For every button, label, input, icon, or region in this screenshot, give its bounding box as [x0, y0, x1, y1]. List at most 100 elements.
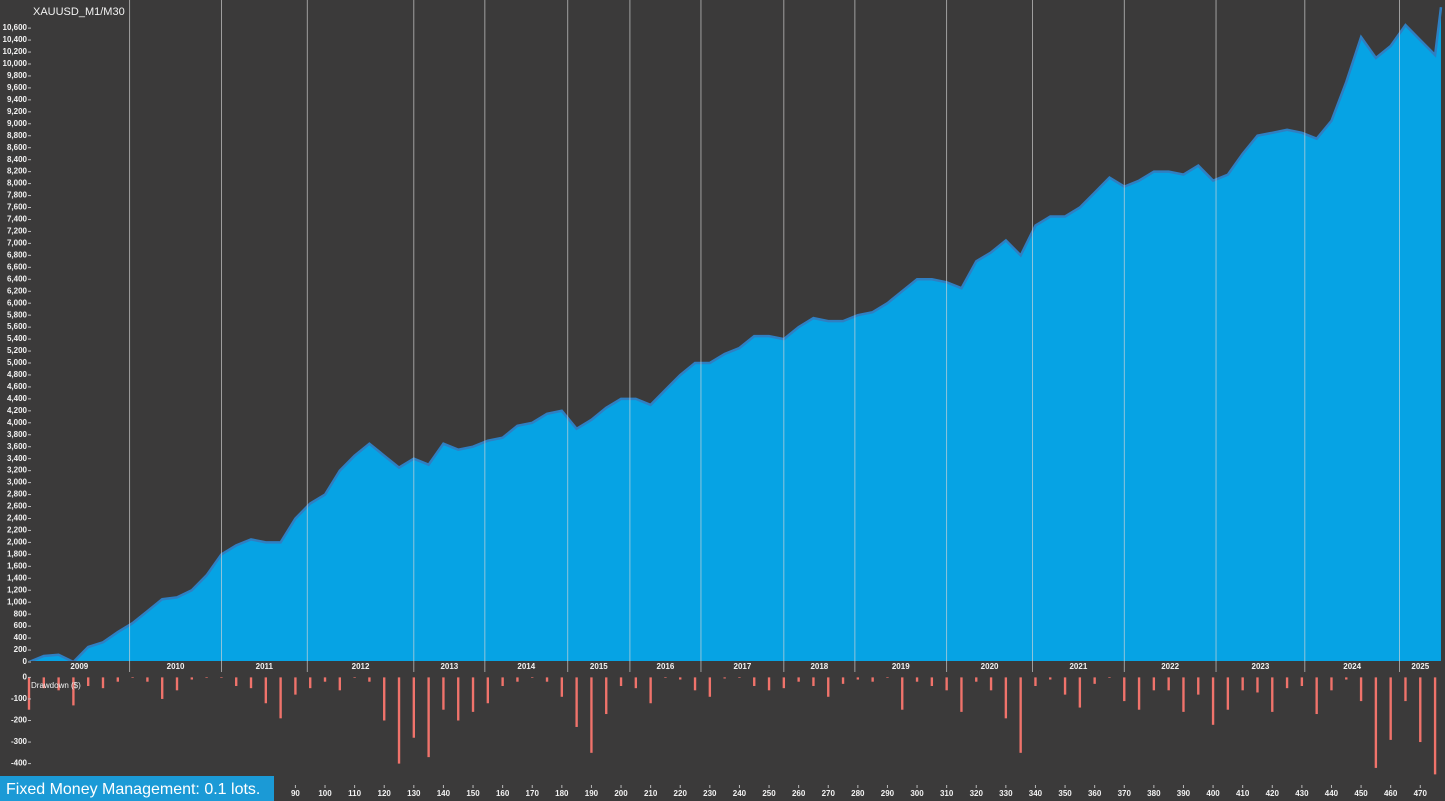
y-tick-label: 6,400	[7, 274, 28, 283]
y-tick-label: 3,200	[7, 466, 28, 475]
drawdown-bar	[1419, 677, 1422, 743]
drawdown-bar	[1374, 677, 1378, 768]
drawdown-bar	[486, 677, 490, 704]
drawdown-bar	[1211, 677, 1215, 725]
drawdown-bar	[338, 677, 342, 691]
year-label: 2013	[440, 662, 458, 671]
drawdown-bar	[1152, 677, 1156, 691]
y-tick-label: 2,200	[7, 526, 28, 535]
money-management-note: Fixed Money Management: 0.1 lots.	[6, 781, 260, 798]
drawdown-bar	[383, 677, 386, 721]
drawdown-bar	[679, 677, 682, 680]
y-tick-label: 4,400	[7, 394, 28, 403]
drawdown-bar	[1330, 677, 1333, 691]
x-tick-label: 160	[496, 789, 510, 798]
y-tick-label: 6,600	[7, 262, 28, 271]
x-tick-label: 200	[614, 789, 628, 798]
drawdown-bar	[220, 677, 223, 678]
drawdown-bar	[205, 677, 208, 678]
y-tick-label: 3,400	[7, 454, 28, 463]
year-label: 2010	[167, 662, 185, 671]
drawdown-bar	[930, 677, 934, 687]
drawdown-bar	[960, 677, 963, 712]
y-tick-label: 4,000	[7, 418, 28, 427]
drawdown-bar	[664, 677, 667, 678]
equity-line	[28, 7, 1443, 664]
drawdown-bar	[1182, 677, 1185, 712]
x-tick-label: 270	[822, 789, 836, 798]
x-tick-label: 420	[1266, 789, 1280, 798]
drawdown-bar	[1285, 677, 1289, 689]
y-tick-label: 200	[14, 645, 28, 654]
drawdown-bar	[841, 677, 845, 684]
y-tick-label: 10,000	[3, 59, 28, 68]
y-tick-label: 9,400	[7, 95, 28, 104]
y-tick-label: 6,000	[7, 298, 28, 307]
x-tick-label: 260	[792, 789, 806, 798]
year-label: 2018	[810, 662, 828, 671]
drawdown-bar	[1197, 677, 1200, 695]
drawdown-bar	[871, 677, 874, 682]
drawdown-bar	[1256, 677, 1259, 693]
drawdown-bar	[1271, 677, 1274, 712]
y-tick-label: 8,800	[7, 131, 28, 140]
y-tick-label: 5,000	[7, 358, 28, 367]
drawdown-bar	[619, 677, 623, 687]
x-tick-label: 230	[703, 789, 717, 798]
drawdown-bar	[1093, 677, 1096, 684]
x-tick-label: 430	[1295, 789, 1309, 798]
drawdown-bar	[886, 677, 889, 678]
drawdown-bar	[1108, 677, 1111, 678]
drawdown-bar	[634, 677, 638, 689]
y-tick-label: 0	[23, 672, 28, 681]
y-tick-label: 400	[14, 633, 28, 642]
x-tick-label: 100	[318, 789, 332, 798]
drawdown-bar	[560, 677, 564, 697]
drawdown-bar	[1315, 677, 1318, 715]
y-tick-label: 5,400	[7, 334, 28, 343]
drawdown-bar	[294, 677, 297, 695]
y-tick-label: 2,800	[7, 490, 28, 499]
drawdown-bar	[590, 677, 593, 753]
drawdown-bar	[812, 677, 815, 687]
y-tick-label: 10,400	[3, 35, 28, 44]
drawdown-bar	[116, 677, 119, 682]
drawdown-bar	[175, 677, 179, 691]
drawdown-bar	[1345, 677, 1348, 680]
x-tick-label: 440	[1325, 789, 1339, 798]
x-tick-label: 190	[585, 789, 599, 798]
y-tick-label: 4,800	[7, 370, 28, 379]
y-tick-label: 7,800	[7, 191, 28, 200]
x-tick-label: 90	[291, 789, 300, 798]
y-tick-label: -300	[11, 737, 28, 746]
year-label: 2021	[1069, 662, 1087, 671]
y-tick-label: 5,200	[7, 346, 28, 355]
y-tick-label: -100	[11, 694, 28, 703]
x-tick-label: 320	[970, 789, 984, 798]
x-tick-label: 390	[1177, 789, 1191, 798]
drawdown-bar	[1433, 677, 1437, 775]
drawdown-bar	[412, 677, 416, 738]
drawdown-bar	[797, 677, 800, 682]
y-tick-label: 800	[14, 609, 28, 618]
year-label: 2017	[734, 662, 752, 671]
drawdown-bar	[605, 677, 608, 715]
drawdown-bar	[397, 677, 401, 764]
drawdown-bar	[1359, 677, 1363, 702]
x-tick-label: 210	[644, 789, 658, 798]
y-tick-label: 4,200	[7, 406, 28, 415]
drawdown-bar	[457, 677, 460, 721]
y-tick-label: 0	[23, 657, 28, 666]
y-tick-label: 6,800	[7, 250, 28, 259]
y-tick-label: 5,600	[7, 322, 28, 331]
drawdown-bar	[516, 677, 519, 682]
year-label: 2024	[1343, 662, 1361, 671]
x-tick-label: 350	[1058, 789, 1072, 798]
y-tick-label: 9,000	[7, 119, 28, 128]
drawdown-bar	[442, 677, 445, 710]
drawdown-bar	[1063, 677, 1067, 695]
y-tick-label: 6,200	[7, 286, 28, 295]
y-tick-label: 1,000	[7, 597, 28, 606]
y-tick-label: -200	[11, 716, 28, 725]
y-tick-label: 7,600	[7, 203, 28, 212]
